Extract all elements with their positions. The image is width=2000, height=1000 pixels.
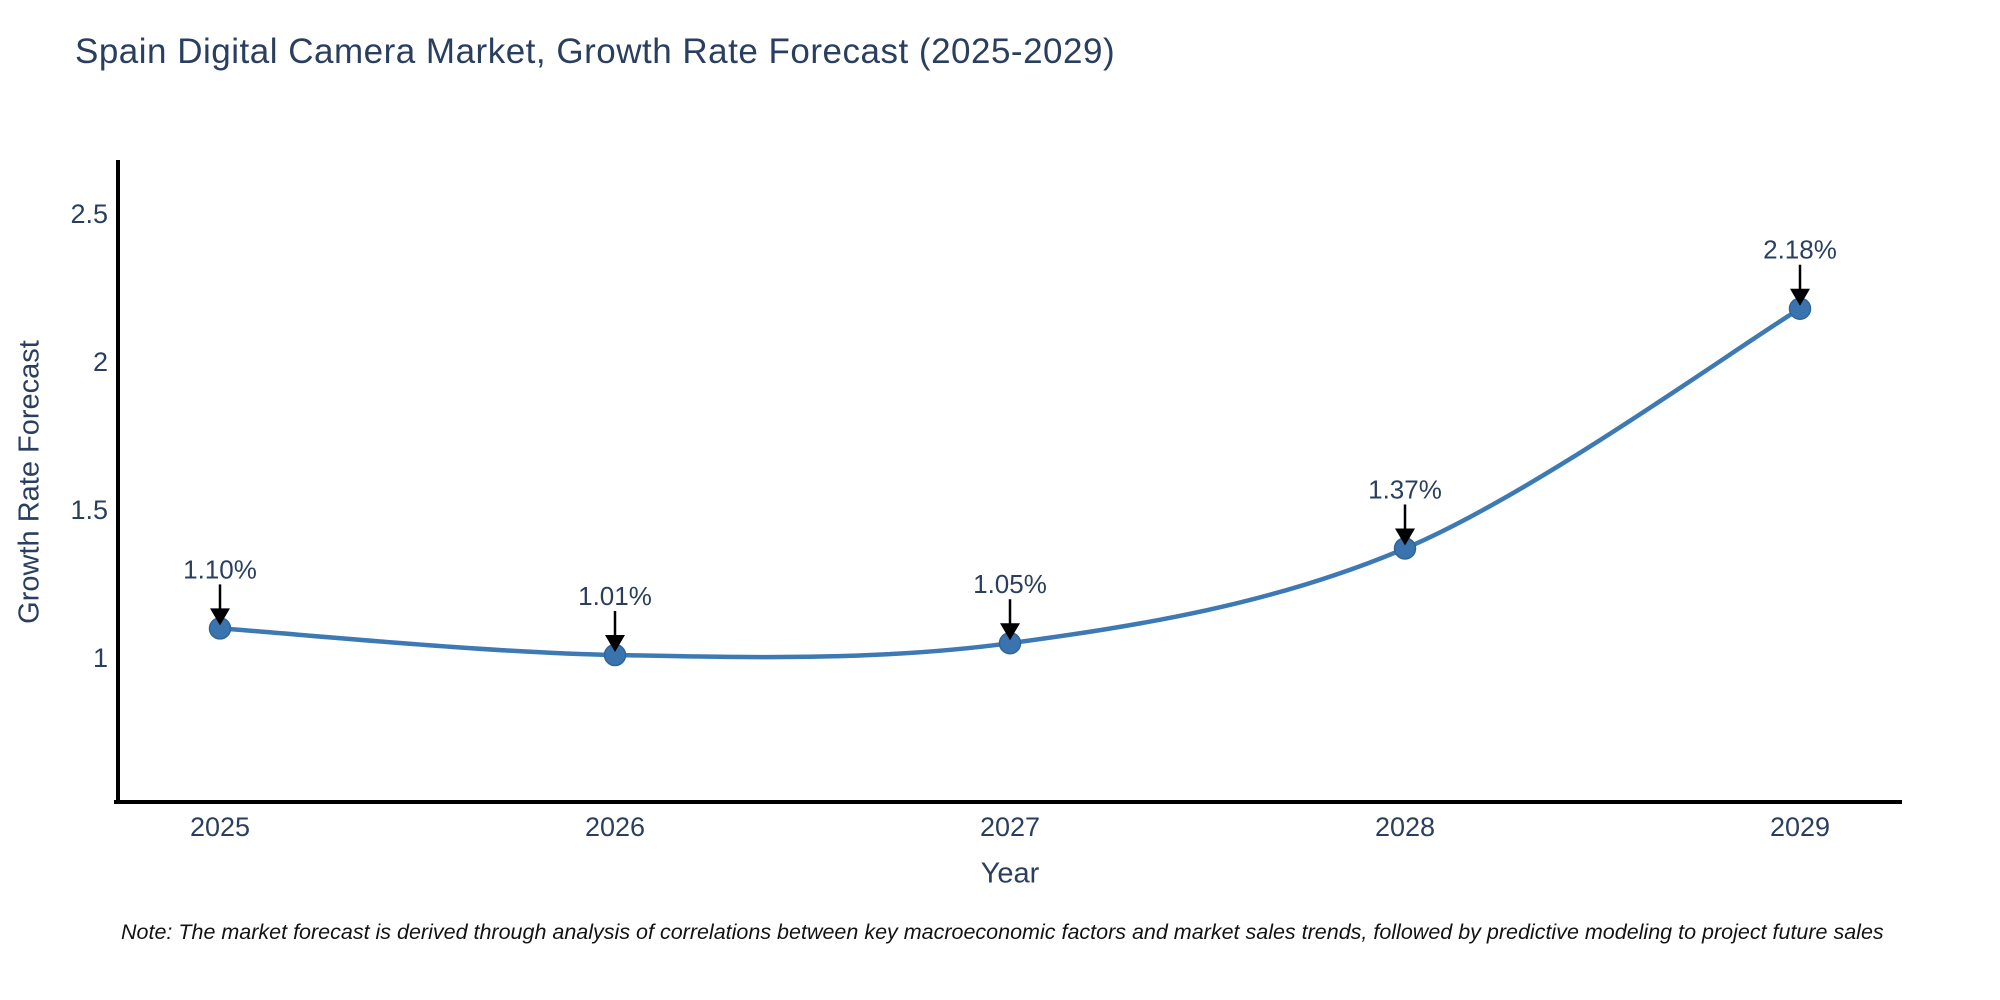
x-axis-title: Year	[980, 857, 1040, 890]
annotation-arrowhead-icon	[1395, 528, 1415, 546]
y-tick-label: 1.5	[70, 495, 108, 525]
x-tick-label: 2026	[585, 812, 645, 842]
y-tick-label: 2.5	[70, 199, 108, 229]
chart-title: Spain Digital Camera Market, Growth Rate…	[75, 32, 1116, 71]
x-tick-label: 2029	[1770, 812, 1830, 842]
x-tick-label: 2027	[980, 812, 1040, 842]
data-point-label: 1.10%	[183, 554, 257, 584]
data-point-label: 1.01%	[578, 581, 652, 611]
data-point-label: 2.18%	[1763, 235, 1837, 265]
data-point-label: 1.05%	[973, 569, 1047, 599]
y-tick-label: 2	[93, 347, 108, 377]
footnote: Note: The market forecast is derived thr…	[121, 920, 1884, 944]
annotation-arrowhead-icon	[210, 608, 230, 626]
annotation-arrowhead-icon	[605, 635, 625, 653]
annotation-arrowhead-icon	[1790, 288, 1810, 306]
x-tick-label: 2028	[1375, 812, 1435, 842]
x-tick-label: 2025	[190, 812, 250, 842]
y-tick-label: 1	[93, 643, 108, 673]
data-point-label: 1.37%	[1368, 474, 1442, 504]
annotation-arrowhead-icon	[1000, 623, 1020, 641]
